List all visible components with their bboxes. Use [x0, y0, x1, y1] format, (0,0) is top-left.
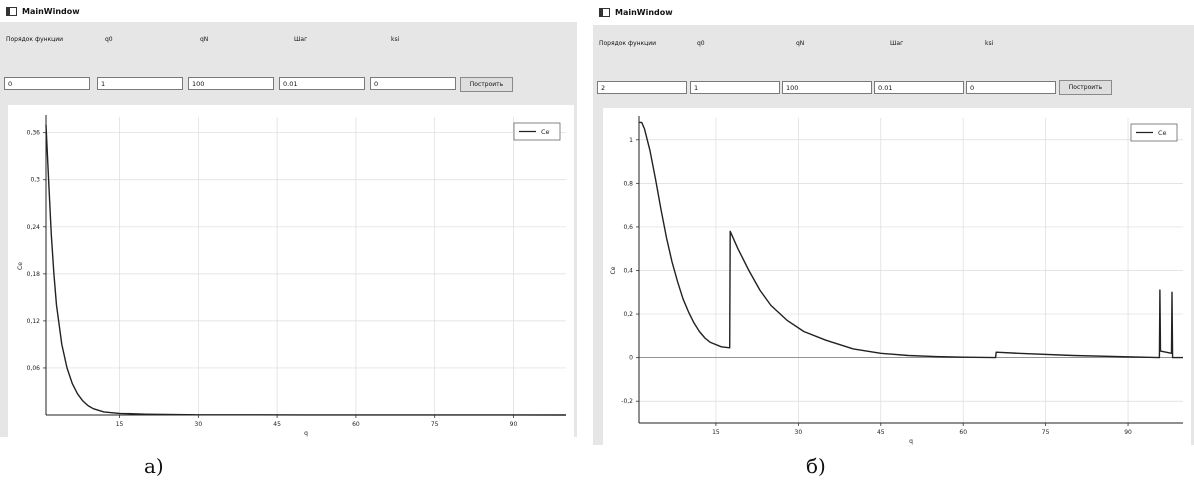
- x-tick-label: 15: [712, 429, 720, 436]
- y-tick-label: 0,06: [27, 365, 41, 372]
- label-ksi: ksi: [985, 40, 994, 47]
- y-tick-label: 0,36: [27, 130, 41, 137]
- step-field[interactable]: [279, 77, 365, 90]
- label-qn: qN: [200, 36, 209, 43]
- q0-field[interactable]: [690, 81, 780, 94]
- y-axis-label: Ce: [17, 262, 24, 270]
- step-field[interactable]: [874, 81, 964, 94]
- x-tick-label: 60: [959, 429, 967, 436]
- y-tick-label: 0,18: [27, 271, 41, 278]
- qn-field[interactable]: [782, 81, 872, 94]
- x-tick-label: 30: [195, 421, 203, 428]
- y-tick-label: 0: [629, 355, 633, 362]
- x-tick-label: 75: [1042, 429, 1050, 436]
- y-tick-label: 0,8: [623, 180, 633, 187]
- x-tick-label: 75: [431, 421, 439, 428]
- main-window-b: MainWindow Порядок функции q0 qN Шаг ksi…: [593, 0, 1194, 445]
- legend-box: [513, 122, 561, 141]
- series-line-ce: [45, 124, 567, 416]
- caption-b: б): [806, 454, 826, 478]
- y-tick-label: 0,12: [27, 318, 41, 325]
- label-q0: q0: [105, 36, 113, 43]
- label-ksi: ksi: [391, 36, 400, 43]
- x-tick-label: 90: [510, 421, 518, 428]
- ksi-field[interactable]: [966, 81, 1056, 94]
- caption-a: а): [144, 454, 164, 478]
- label-q0: q0: [697, 40, 705, 47]
- chart-ce-a: 15 30 45 60 75 90 0,06 0,12 0,18 0,24 0,3 0,36 q Ce Ce: [17, 115, 567, 437]
- window-title: MainWindow: [22, 6, 80, 16]
- x-axis-label: q: [304, 430, 308, 437]
- legend-box: [1130, 123, 1178, 142]
- chart-ce-b: 15 30 45 60 75 90 -0,2 0 0,2 0,4 0,6 0,8 1 q Ce Ce: [610, 116, 1183, 445]
- y-tick-label: 1: [629, 137, 633, 144]
- app-window-icon: [6, 6, 17, 16]
- window-title: MainWindow: [615, 8, 673, 17]
- x-tick-label: 90: [1124, 429, 1132, 436]
- y-tick-label: 0,3: [30, 177, 40, 184]
- legend-label-ce: Ce: [1158, 129, 1167, 137]
- label-qn: qN: [796, 40, 805, 47]
- title-bar: MainWindow: [0, 0, 577, 22]
- plot-area: 15 30 45 60 75 90 0,06 0,12 0,18 0,24 0,3 0,36 q Ce Ce: [8, 105, 574, 437]
- x-tick-label: 45: [877, 429, 885, 436]
- function-order-field[interactable]: [4, 77, 90, 90]
- function-order-field[interactable]: [597, 81, 687, 94]
- legend-label-ce: Ce: [541, 128, 550, 136]
- build-button[interactable]: Построить: [1059, 80, 1112, 95]
- y-tick-label: 0,4: [623, 268, 633, 275]
- label-function-order: Порядок функции: [6, 36, 64, 43]
- x-tick-label: 15: [116, 421, 124, 428]
- series-line-ce: [639, 121, 1183, 359]
- main-window-a: MainWindow Порядок функции q0 qN Шаг ksi…: [0, 0, 577, 437]
- plot-area: 15 30 45 60 75 90 -0,2 0 0,2 0,4 0,6 0,8 1 q Ce Ce: [603, 108, 1191, 445]
- label-step: Шаг: [294, 36, 308, 43]
- q0-field[interactable]: [97, 77, 183, 90]
- y-tick-label: -0,2: [621, 398, 633, 405]
- ksi-field[interactable]: [370, 77, 456, 90]
- label-step: Шаг: [890, 40, 904, 47]
- x-tick-label: 45: [273, 421, 281, 428]
- y-axis-label: Ce: [610, 266, 617, 274]
- y-tick-label: 0,2: [623, 311, 633, 318]
- title-bar: MainWindow: [593, 0, 1194, 25]
- qn-field[interactable]: [188, 77, 274, 90]
- app-window-icon: [599, 8, 610, 17]
- label-function-order: Порядок функции: [599, 40, 657, 47]
- build-button[interactable]: Построить: [460, 77, 513, 92]
- x-tick-label: 30: [795, 429, 803, 436]
- y-tick-label: 0,24: [27, 224, 41, 231]
- x-tick-label: 60: [352, 421, 360, 428]
- x-axis-label: q: [909, 438, 913, 445]
- y-tick-label: 0,6: [623, 224, 633, 231]
